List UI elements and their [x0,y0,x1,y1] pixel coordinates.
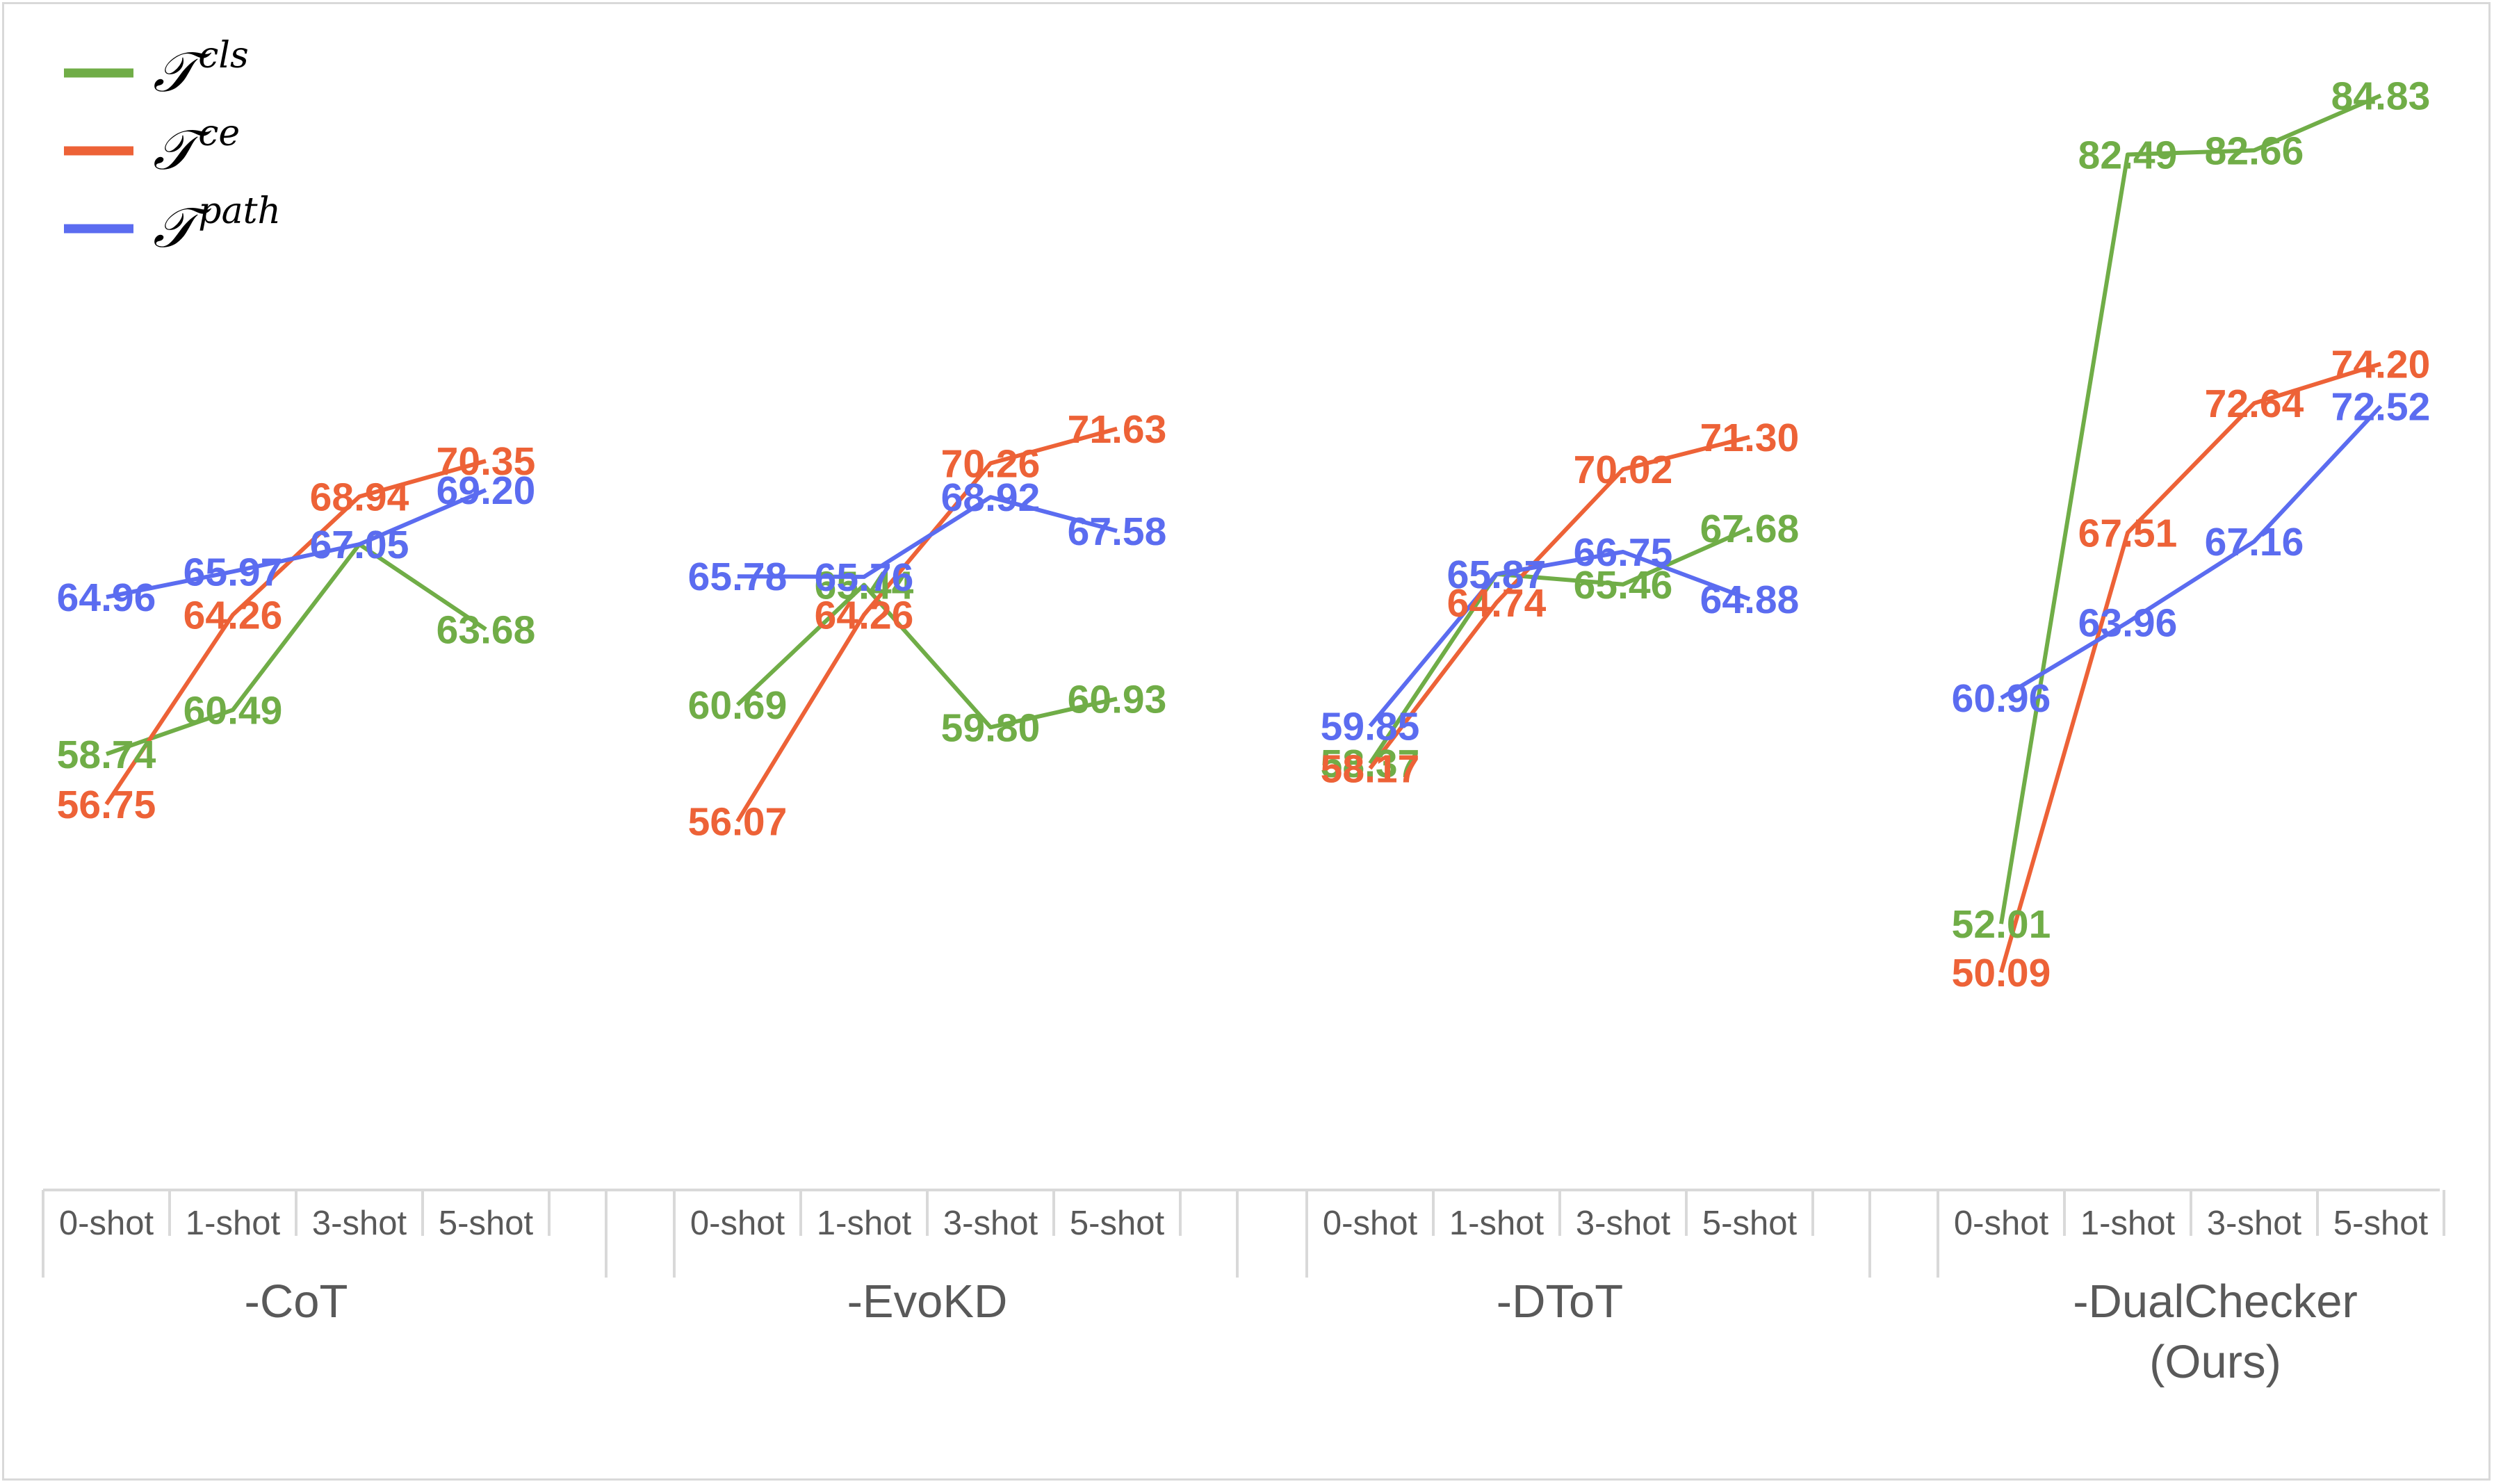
data-label: 64.74 [1447,581,1547,626]
data-label: 59.80 [941,706,1041,750]
x-tick-label: 0-shot [1954,1205,2049,1242]
data-label: 70.02 [1574,448,1673,492]
series-line [735,582,1118,730]
data-labels: 58.74 60.49 67.05 63.68 60.69 65.44 59.80 60.93… [57,74,2431,995]
data-label: 71.63 [1068,407,1167,452]
data-label: 65.87 [1447,553,1547,597]
x-tick-label: 3-shot [312,1205,407,1242]
series-line [1368,550,1751,728]
data-label: 60.93 [1068,677,1167,721]
data-label: 65.46 [1574,563,1673,608]
data-label: 84.83 [2331,74,2431,118]
group-label: (Ours) [2149,1336,2281,1388]
data-label: 65.97 [184,550,283,594]
series-line [106,488,487,599]
data-label: 82.66 [2205,129,2304,173]
series-line [1368,526,1751,765]
x-tick-label: 5-shot [2333,1205,2429,1242]
x-tick-label: 1-shot [186,1205,281,1242]
data-label: 70.35 [437,439,536,484]
data-label: 65.76 [815,555,914,600]
group-label: -DualChecker [2073,1275,2358,1328]
series-line [2000,405,2383,700]
x-tick-label: 3-shot [943,1205,1038,1242]
legend-label: 𝒯ce [153,113,240,182]
data-label: 60.49 [184,688,283,733]
x-tick-label: 0-shot [690,1205,785,1242]
series-line [1999,93,2382,924]
data-label: 56.07 [688,800,788,845]
data-label: 65.44 [815,564,914,608]
data-label: 64.88 [1700,578,1800,622]
x-tick-label: 0-shot [1323,1205,1418,1242]
data-label: 60.69 [688,683,788,728]
data-label: 72.52 [2331,384,2431,429]
data-label: 64.96 [57,576,156,620]
data-label: 58.17 [1321,747,1420,791]
data-label: 67.68 [1700,507,1800,551]
series-line [1999,361,2381,973]
series-line [737,495,1118,579]
data-label: 56.75 [57,783,156,827]
x-tick-label: 5-shot [1070,1205,1165,1242]
legend-item: 𝒯ce [64,113,240,182]
x-tick-label: 1-shot [817,1205,912,1242]
x-tick-label: 5-shot [1702,1205,1798,1242]
data-label: 58.74 [57,733,156,777]
x-tick-label: 0-shot [59,1205,154,1242]
group-label: -CoT [245,1275,348,1328]
data-label: 63.68 [437,608,536,652]
group-label: -EvoKD [847,1275,1008,1328]
legend-label: 𝒯cls [153,35,249,104]
data-label: 72.64 [2205,382,2304,426]
data-label: 82.49 [2078,133,2178,177]
data-label: 67.51 [2078,511,2178,555]
data-label: 50.09 [1952,951,2051,995]
data-label: 64.26 [815,593,914,637]
legend-item: 𝒯path [64,190,281,260]
x-tick-label: 1-shot [2080,1205,2176,1242]
series-line [106,542,487,756]
legend: 𝒯cls 𝒯ce 𝒯path [64,35,281,260]
group-label: -DToT [1497,1275,1623,1328]
data-label: 65.87 [1447,553,1547,597]
x-tick-label: 3-shot [2207,1205,2302,1242]
data-label: 66.75 [1574,530,1673,575]
x-tick-label: 1-shot [1449,1205,1545,1242]
data-label: 63.96 [2078,601,2178,645]
data-label: 70.26 [941,442,1041,487]
data-label: 60.96 [1952,676,2051,721]
x-axis: 0-shot 1-shot 3-shot 5-shot -CoT 0-shot 1-shot… [42,1189,2445,1388]
data-label: 69.20 [437,468,536,513]
x-tick-label: 5-shot [439,1205,534,1242]
series-lines [104,93,2383,973]
data-label: 67.16 [2205,520,2304,564]
data-label: 58.37 [1321,742,1420,786]
series-line [1368,434,1750,770]
data-label: 74.20 [2331,342,2431,386]
legend-label: 𝒯path [153,190,281,260]
series-line [735,426,1118,823]
data-label: 67.05 [310,523,409,567]
data-label: 68.94 [310,475,409,519]
data-label: 68.92 [941,475,1041,520]
data-label: 67.58 [1068,509,1167,554]
data-label: 65.78 [688,555,788,599]
data-label: 64.26 [184,593,283,637]
data-label: 59.85 [1321,704,1420,749]
data-label: 71.30 [1700,416,1800,460]
data-label: 67.05 [310,523,409,567]
series-line [104,459,487,806]
legend-item: 𝒯cls [64,35,249,104]
data-label: 52.01 [1952,902,2051,947]
x-tick-label: 3-shot [1576,1205,1671,1242]
